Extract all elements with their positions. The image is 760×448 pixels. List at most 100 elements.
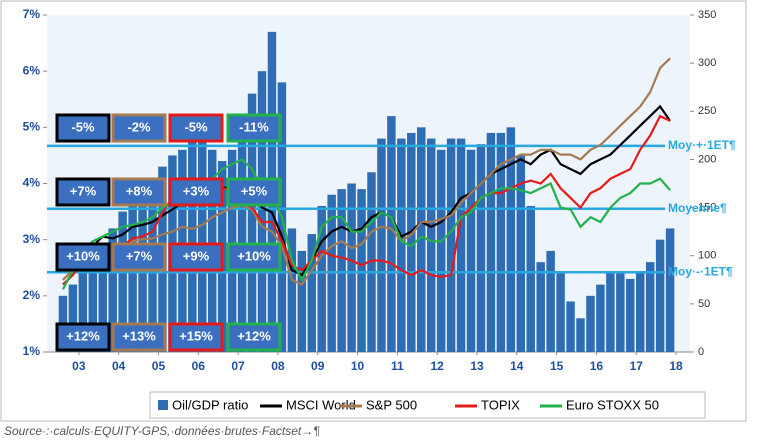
bar bbox=[377, 138, 386, 352]
x-tick-label: 05 bbox=[152, 359, 166, 373]
bar bbox=[596, 284, 605, 352]
return-label: +7% bbox=[70, 183, 97, 198]
bar bbox=[88, 262, 98, 352]
return-box bbox=[226, 242, 282, 272]
bar bbox=[446, 138, 456, 352]
return-box bbox=[55, 177, 111, 207]
return-box bbox=[226, 322, 282, 352]
legend-frame bbox=[149, 391, 706, 419]
bar bbox=[98, 250, 107, 352]
bar bbox=[188, 132, 197, 352]
reference-label: Moyenne¶ bbox=[668, 201, 727, 215]
return-box bbox=[111, 113, 167, 143]
bar bbox=[426, 138, 436, 352]
return-box bbox=[168, 322, 224, 352]
return-label: +7% bbox=[126, 248, 153, 263]
legend-label: TOPIX bbox=[481, 397, 520, 412]
return-label: +12% bbox=[66, 328, 100, 343]
bar bbox=[456, 138, 466, 352]
bar bbox=[616, 273, 625, 352]
bar bbox=[506, 127, 516, 352]
x-tick-label: 07 bbox=[231, 359, 245, 373]
x-tick-label: 14 bbox=[510, 359, 524, 373]
x-tick-label: 13 bbox=[470, 359, 484, 373]
x-tick-label: 11 bbox=[391, 359, 404, 373]
bar bbox=[586, 295, 595, 352]
reference-label: Moy·-·1ET¶ bbox=[668, 264, 733, 278]
bar bbox=[287, 228, 297, 352]
bar bbox=[297, 250, 307, 352]
bar bbox=[257, 71, 267, 353]
return-label: +13% bbox=[122, 328, 156, 343]
y-tick-label: 7% bbox=[23, 7, 41, 21]
x-tick-label: 12 bbox=[430, 359, 444, 373]
return-box bbox=[168, 177, 224, 207]
series-line bbox=[62, 114, 671, 286]
legend-label: Euro STOXX 50 bbox=[566, 397, 659, 412]
bar bbox=[466, 149, 476, 352]
return-box bbox=[111, 322, 167, 352]
bar bbox=[436, 149, 446, 352]
legend-label: S&P 500 bbox=[366, 397, 417, 412]
y-tick-label: 2% bbox=[23, 288, 41, 302]
return-label: +8% bbox=[126, 183, 153, 198]
bar bbox=[486, 132, 496, 352]
x-tick-label: 16 bbox=[590, 359, 604, 373]
y2-tick-label: 150 bbox=[698, 201, 716, 213]
bar bbox=[247, 93, 257, 352]
series-line bbox=[62, 57, 671, 287]
bar bbox=[536, 262, 545, 352]
bar bbox=[307, 234, 316, 352]
bar bbox=[347, 183, 356, 352]
bar bbox=[417, 127, 426, 352]
bar bbox=[198, 127, 207, 352]
return-label: -5% bbox=[71, 119, 95, 134]
bar bbox=[128, 205, 137, 352]
y2-tick-label: 0 bbox=[698, 346, 704, 358]
return-box bbox=[168, 113, 224, 143]
y2-tick-label: 50 bbox=[698, 298, 710, 310]
series-line bbox=[61, 158, 671, 290]
return-box bbox=[55, 113, 111, 143]
return-label: -11% bbox=[239, 119, 269, 134]
bar bbox=[476, 144, 486, 352]
y2-tick-label: 300 bbox=[698, 57, 716, 69]
bar bbox=[566, 301, 575, 352]
y-tick-label: 4% bbox=[23, 176, 41, 190]
return-label: -5% bbox=[184, 119, 208, 134]
bar bbox=[655, 239, 665, 352]
legend-swatch bbox=[158, 400, 168, 410]
x-tick-label: 09 bbox=[311, 359, 325, 373]
x-tick-label: 15 bbox=[550, 359, 564, 373]
bar bbox=[556, 273, 565, 352]
return-label: +10% bbox=[237, 248, 271, 263]
series-line bbox=[62, 104, 672, 277]
return-label: +3% bbox=[183, 183, 210, 198]
bar bbox=[546, 250, 555, 352]
source-note: Source·:·calculs·EQUITY-GPS,·données·bru… bbox=[4, 424, 320, 438]
return-label: +9% bbox=[183, 248, 210, 263]
return-box bbox=[111, 177, 167, 207]
x-tick-label: 18 bbox=[669, 359, 683, 373]
legend-label: Oil/GDP ratio bbox=[172, 397, 248, 412]
bar bbox=[138, 200, 147, 352]
x-tick-label: 04 bbox=[112, 359, 126, 373]
y2-tick-label: 350 bbox=[698, 9, 716, 21]
bar bbox=[576, 318, 585, 352]
return-box bbox=[168, 242, 224, 272]
y-tick-label: 3% bbox=[23, 232, 41, 246]
bar bbox=[526, 205, 535, 352]
x-tick-label: 17 bbox=[630, 359, 644, 373]
bar bbox=[118, 211, 127, 352]
bar bbox=[636, 273, 645, 352]
bar bbox=[357, 189, 366, 352]
return-box bbox=[226, 177, 282, 207]
return-label: -2% bbox=[127, 119, 151, 134]
bar bbox=[387, 116, 396, 352]
legend-label: MSCI World bbox=[286, 397, 356, 412]
x-tick-label: 10 bbox=[351, 359, 365, 373]
y2-tick-label: 200 bbox=[698, 153, 716, 165]
return-box bbox=[55, 242, 111, 272]
